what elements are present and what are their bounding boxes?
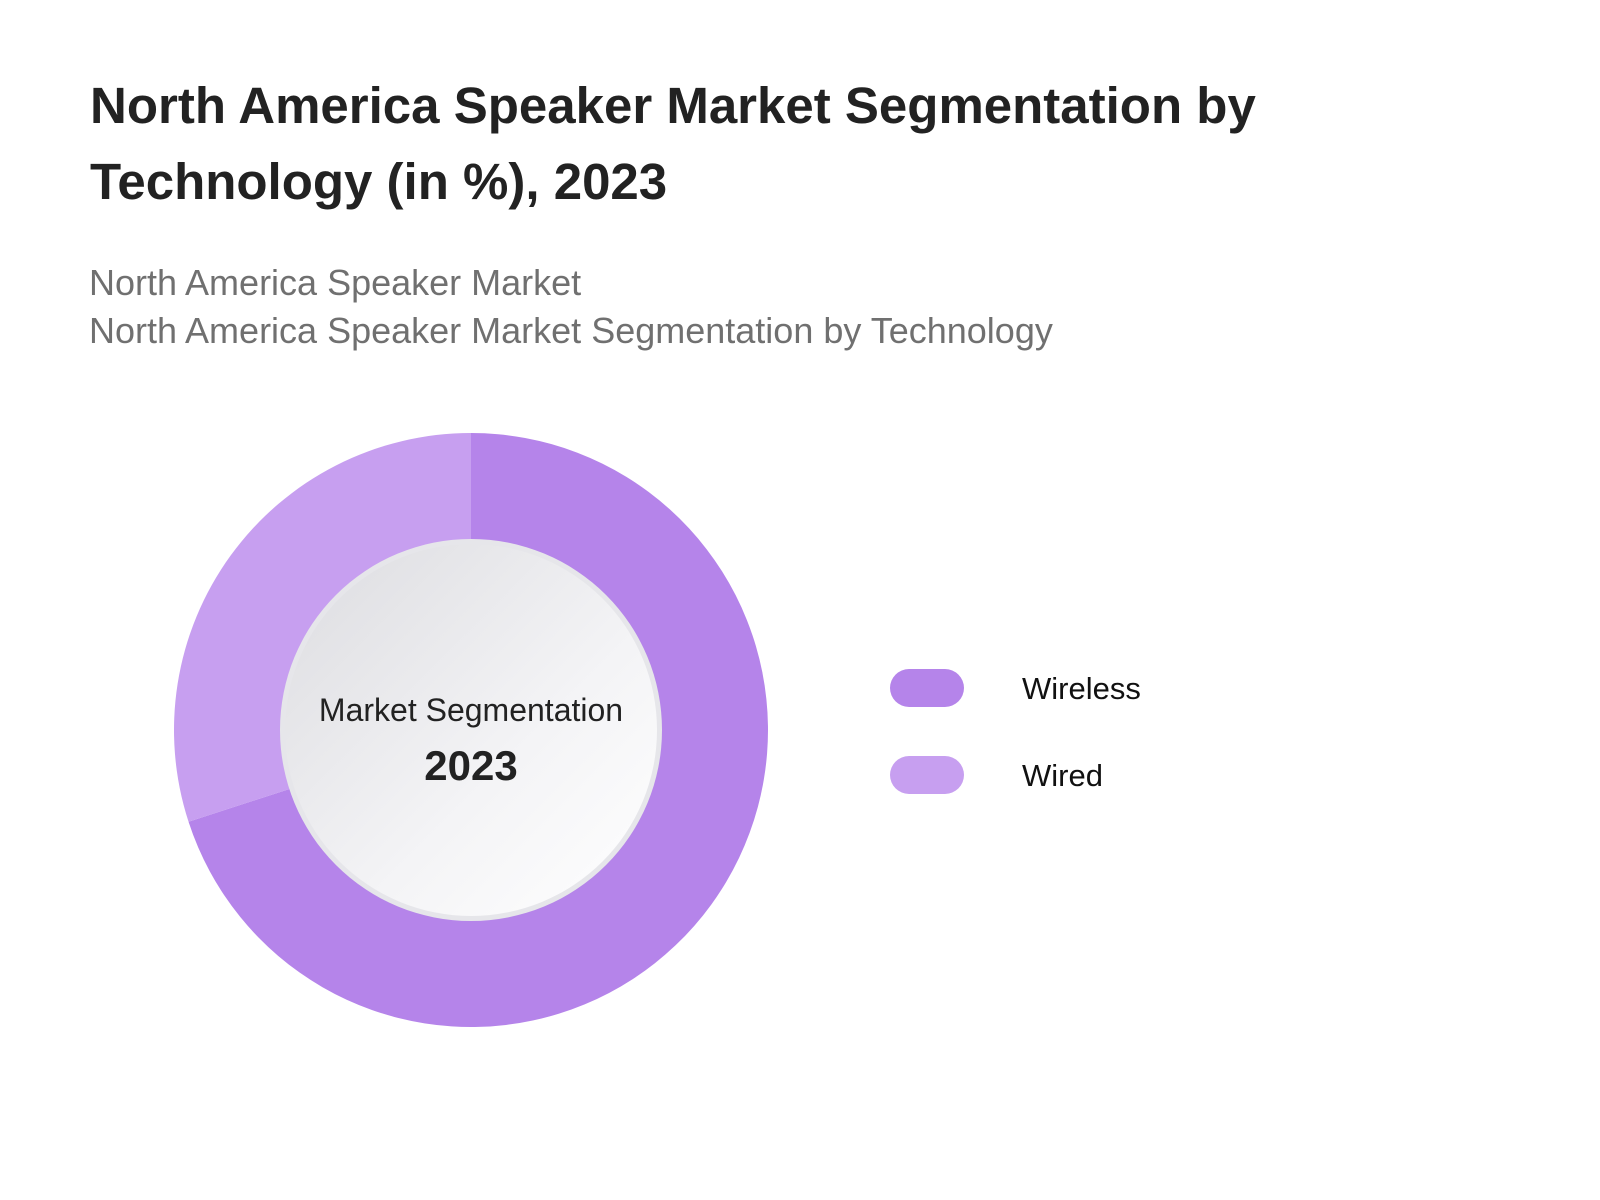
legend-label-wired: Wired [1022,758,1103,793]
donut-slice-wireless[interactable] [188,433,769,1027]
legend-label-wireless: Wireless [1022,671,1141,706]
chart-title: North America Speaker Market Segmentatio… [90,77,1256,210]
legend-swatch-wired [890,756,964,794]
donut-slice-wired[interactable] [173,433,471,822]
chart-subtitle-market: North America Speaker Market [89,262,582,303]
donut-center [285,544,657,916]
donut-center-label: Market Segmentation [318,692,624,728]
chart-subtitle-segmentation: North America Speaker Market Segmentatio… [89,310,1053,351]
legend-swatch-wireless [890,669,964,707]
donut-center-year: 2023 [424,742,518,789]
